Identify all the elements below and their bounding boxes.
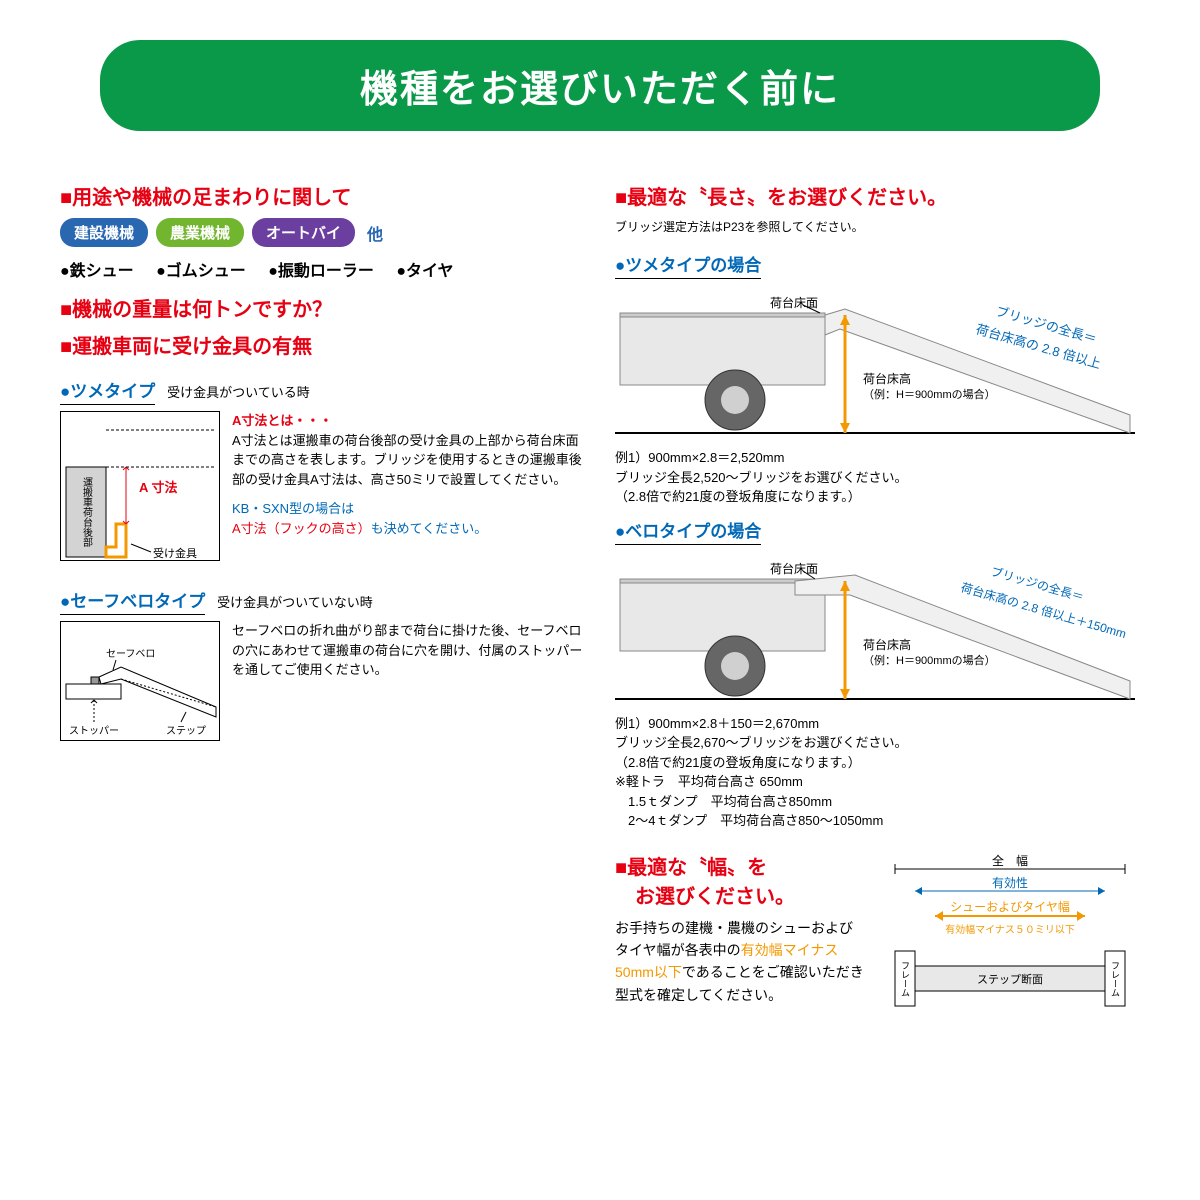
velo-diagram: セーフベロ ストッパー ステップ — [60, 621, 220, 741]
svg-text:全 幅: 全 幅 — [992, 853, 1028, 868]
svg-text:セーフベロ: セーフベロ — [106, 648, 155, 660]
svg-text:荷台床面: 荷台床面 — [770, 295, 818, 310]
a-dimension-desc: A寸法とは運搬車の荷台後部の受け金具の上部から荷台床面までの高さを表します。ブリ… — [232, 431, 585, 490]
length-ref-note: ブリッジ選定方法はP23を参照してください。 — [615, 218, 1140, 235]
velo-title: ●セーフベロタイプ — [60, 587, 205, 615]
svg-text:ストッパー: ストッパー — [69, 725, 119, 737]
tsume-diagram: 運搬車荷台後部 A 寸法 受け金具 — [60, 411, 220, 561]
svg-text:有効性: 有効性 — [992, 875, 1028, 890]
svg-text:フレーム: フレーム — [1110, 961, 1120, 997]
kb-note-2b: も決めてください。 — [371, 521, 488, 536]
width-diagram: 全 幅 有効性 シューおよびタイヤ幅 有効幅マイナス５０ミリ以下 ステップ断面 … — [880, 851, 1140, 1024]
velo-note: 受け金具がついていない時 — [217, 595, 373, 610]
svg-text:A 寸法: A 寸法 — [139, 480, 178, 495]
tsume-description: A寸法とは・・・ A寸法とは運搬車の荷台後部の受け金具の上部から荷台床面までの高… — [232, 411, 585, 538]
svg-text:有効幅マイナス５０ミリ以下: 有効幅マイナス５０ミリ以下 — [945, 923, 1075, 936]
tsume-truck-diagram: 荷台床面 荷台床高 （例：H＝900mmの場合） ブリッジの全長＝ 荷台床高の … — [615, 285, 1140, 448]
bullet-rubber: ●ゴムシュー — [156, 263, 246, 280]
right-column: ■最適な〝長さ〟をお選びください。 ブリッジ選定方法はP23を参照してください。… — [615, 181, 1140, 1024]
svg-text:（例：H＝900mmの場合）: （例：H＝900mmの場合） — [863, 653, 996, 667]
pill-construction: 建設機械 — [60, 218, 148, 247]
kb-note-2a: A寸法（フックの高さ） — [232, 521, 371, 536]
heading-bracket: ■運搬車両に受け金具の有無 — [60, 330, 585, 359]
kb-note-1: KB・SXN型の場合は — [232, 501, 354, 516]
velo-truck-diagram: 荷台床面 荷台床高 （例：H＝900mmの場合） ブリッジの全長＝ 荷台床高の … — [615, 551, 1140, 714]
svg-text:フレーム: フレーム — [900, 961, 910, 997]
svg-text:運搬車荷台後部: 運搬車荷台後部 — [81, 477, 93, 548]
svg-text:ステップ断面: ステップ断面 — [977, 972, 1043, 986]
machine-category-pills: 建設機械 農業機械 オートバイ 他 — [60, 218, 585, 247]
pill-agriculture: 農業機械 — [156, 218, 244, 247]
heading-length: ■最適な〝長さ〟をお選びください。 — [615, 181, 1140, 210]
heading-width: ■最適な〝幅〟を お選びください。 — [615, 851, 864, 909]
svg-text:ステップ: ステップ — [166, 725, 206, 737]
heading-usage: ■用途や機械の足まわりに関して — [60, 181, 585, 210]
svg-text:荷台床面: 荷台床面 — [770, 561, 818, 576]
content-columns: ■用途や機械の足まわりに関して 建設機械 農業機械 オートバイ 他 ●鉄シュー … — [60, 181, 1140, 1024]
velo-description: セーフベロの折れ曲がり部まで荷台に掛けた後、セーフベロの穴にあわせて運搬車の荷台… — [232, 621, 585, 680]
main-banner: 機種をお選びいただく前に — [100, 40, 1100, 131]
width-section: ■最適な〝幅〟を お選びください。 お手持ちの建機・農機のシューおよびタイヤ幅が… — [615, 851, 1140, 1024]
bullet-iron: ●鉄シュー — [60, 263, 134, 280]
svg-text:荷台床高: 荷台床高 — [863, 637, 911, 652]
tsume-title: ●ツメタイプ — [60, 377, 155, 405]
right-tsume-title: ●ツメタイプの場合 — [615, 251, 761, 279]
tsume-diagram-row: 運搬車荷台後部 A 寸法 受け金具 A寸法とは・・・ A寸法とは運搬車の荷台後部… — [60, 411, 585, 561]
right-velo-title: ●ベロタイプの場合 — [615, 517, 761, 545]
bullet-tire: ●タイヤ — [396, 263, 453, 280]
pill-motorcycle: オートバイ — [252, 218, 355, 247]
a-dimension-title: A寸法とは・・・ — [232, 411, 585, 431]
tsume-example: 例1）900mm×2.8＝2,520mm ブリッジ全長2,520～ブリッジをお選… — [615, 448, 1140, 507]
svg-text:シューおよびタイヤ幅: シューおよびタイヤ幅 — [950, 899, 1070, 914]
velo-example: 例1）900mm×2.8＋150＝2,670mm ブリッジ全長2,670～ブリッ… — [615, 714, 1140, 831]
svg-text:（例：H＝900mmの場合）: （例：H＝900mmの場合） — [863, 387, 996, 401]
pill-other: 他 — [363, 221, 383, 245]
foot-type-bullets: ●鉄シュー ●ゴムシュー ●振動ローラー ●タイヤ — [60, 257, 585, 281]
heading-weight: ■機械の重量は何トンですか？ — [60, 293, 585, 322]
bullet-roller: ●振動ローラー — [268, 263, 374, 280]
left-column: ■用途や機械の足まわりに関して 建設機械 農業機械 オートバイ 他 ●鉄シュー … — [60, 181, 585, 1024]
velo-diagram-row: セーフベロ ストッパー ステップ セーフベロの折れ曲がり部まで荷台に掛けた後、セ… — [60, 621, 585, 741]
width-body: お手持ちの建機・農機のシューおよびタイヤ幅が各表中の有効幅マイナス50mm以下で… — [615, 917, 864, 1007]
svg-text:受け金具: 受け金具 — [153, 546, 197, 560]
svg-text:荷台床高: 荷台床高 — [863, 371, 911, 386]
tsume-note: 受け金具がついている時 — [167, 385, 310, 400]
